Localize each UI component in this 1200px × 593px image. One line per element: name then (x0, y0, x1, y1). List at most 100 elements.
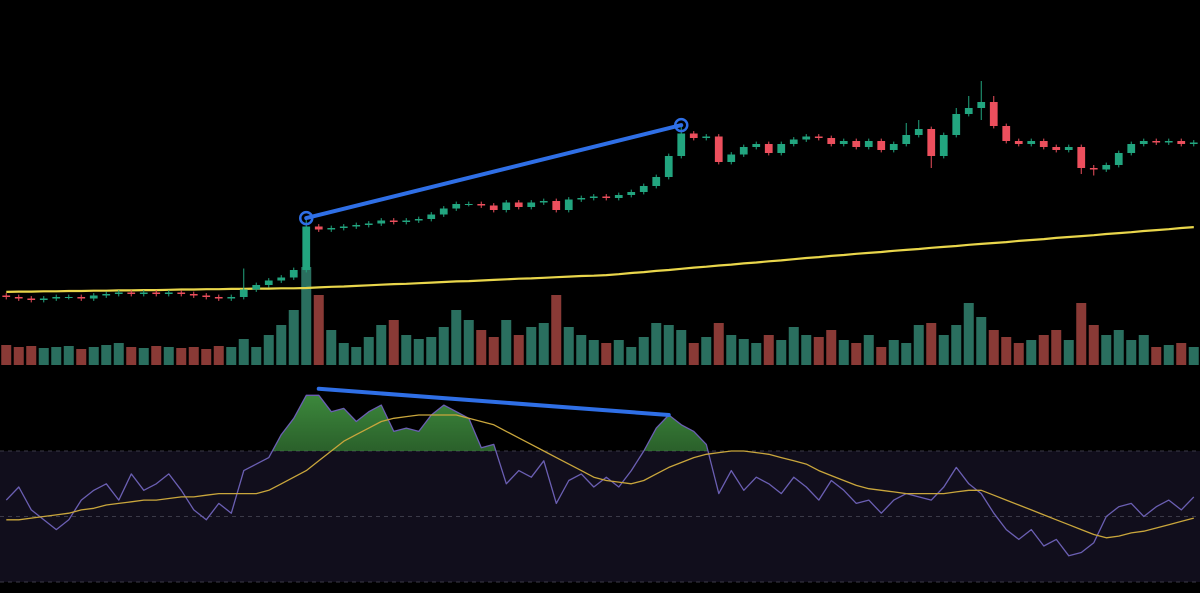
volume-bar (1151, 347, 1162, 365)
rsi-ma-line (6, 414, 1194, 539)
candle-body (1127, 144, 1136, 153)
volume-bar (1038, 335, 1049, 365)
candle-body (202, 295, 211, 297)
candle-body (89, 295, 98, 299)
volume-bar (401, 335, 412, 365)
candle-body (477, 204, 486, 206)
candle-body (764, 144, 773, 153)
volume-bar (538, 323, 549, 365)
candle-body (502, 202, 511, 210)
candle-body (152, 292, 161, 294)
candle-body (227, 297, 236, 299)
volume-bar (838, 340, 849, 365)
volume-bar (1001, 337, 1012, 365)
volume-bar (188, 347, 199, 365)
volume-bar (438, 327, 449, 365)
volume-bar (226, 347, 237, 365)
candle-body (1039, 141, 1048, 147)
candle-body (814, 136, 823, 138)
volume-bar (463, 320, 474, 365)
volume-bar (788, 327, 799, 365)
volume-bar (413, 339, 424, 365)
volume-bar (851, 343, 862, 365)
candle-body (1052, 147, 1061, 150)
volume-bar (663, 325, 674, 365)
candle-body (77, 297, 86, 299)
candle-body (339, 226, 348, 228)
volume-bar (688, 343, 699, 365)
volume-bar (676, 330, 687, 365)
candle-body (1014, 141, 1023, 144)
candle-body (277, 277, 286, 281)
candle-body (114, 292, 123, 294)
volume-bar (1138, 335, 1149, 365)
candle-body (327, 228, 336, 230)
volume-bar (988, 330, 999, 365)
candle-body (552, 201, 561, 210)
volume-bar (813, 337, 824, 365)
volume-bar (1126, 340, 1137, 365)
candle-body (2, 295, 11, 297)
volume-bar (238, 339, 249, 365)
candle-body (1102, 165, 1111, 170)
trendline (316, 386, 671, 417)
volume-bar (1088, 325, 1099, 365)
volume-bar (26, 346, 37, 365)
candle-body (402, 220, 411, 222)
candle-body (602, 196, 611, 198)
candle-body (414, 219, 423, 221)
candle-body (827, 138, 836, 144)
volume-bar (88, 347, 99, 365)
candle-body (652, 177, 661, 186)
candle-body (589, 196, 598, 198)
volume-bar (138, 348, 149, 365)
trendline (304, 123, 684, 221)
volume-bar (738, 339, 749, 365)
candle-body (1002, 126, 1011, 141)
volume-bar (351, 347, 362, 365)
volume-bar (963, 303, 974, 365)
candle-body (689, 133, 698, 138)
volume-bar (13, 347, 24, 365)
candle-body (852, 141, 861, 147)
volume-bar (326, 330, 337, 365)
volume-bar (476, 330, 487, 365)
volume-bar (176, 348, 187, 365)
volume-bar (1101, 335, 1112, 365)
volume-bar (288, 310, 299, 365)
volume-bar (51, 347, 62, 365)
volume-bar (713, 323, 724, 365)
candle-body (989, 102, 998, 126)
candle-body (1027, 141, 1036, 144)
candle-body (839, 141, 848, 144)
candle-body (177, 292, 186, 294)
candle-body (1177, 141, 1186, 144)
volume-bar (76, 349, 87, 365)
volume-bar (1, 345, 12, 365)
volume-bar (426, 337, 437, 365)
candle-body (1077, 147, 1086, 168)
volume-bar (338, 343, 349, 365)
trendline-anchor (299, 210, 314, 226)
candle-body (364, 223, 373, 225)
candle-body (964, 108, 973, 114)
candle-body (64, 297, 73, 298)
volume-bar (901, 343, 912, 365)
candle-body (614, 195, 623, 198)
candle-body (39, 298, 48, 300)
candle-body (377, 220, 386, 224)
candle-body (514, 202, 523, 207)
volume-bar (213, 346, 224, 365)
volume-bar (1163, 345, 1174, 365)
volume-bar (976, 317, 987, 365)
candle-body (252, 285, 261, 290)
candle-body (677, 133, 686, 156)
volume-bar (801, 335, 812, 365)
candle-body (389, 220, 398, 222)
candle-body (789, 139, 798, 144)
candle-body (914, 129, 923, 135)
candle-body (1114, 153, 1123, 165)
volume-bar (313, 295, 324, 365)
volume-bar (626, 347, 637, 365)
